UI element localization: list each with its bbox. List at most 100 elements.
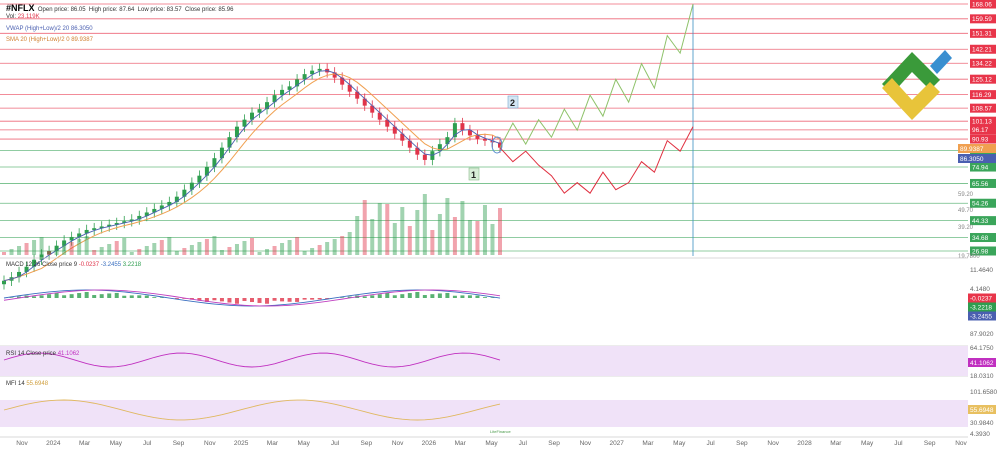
sma-label: SMA 20 (High+Low)/2 0: [6, 37, 70, 43]
volume-bar: [302, 251, 307, 255]
volume-bar: [159, 240, 164, 255]
macd-value-badge: [968, 302, 996, 312]
macd-histogram-bar: [430, 294, 435, 298]
vol-value: 23.119K: [17, 14, 40, 20]
logo-yellow-chevron: [882, 78, 940, 120]
x-tick-label: 2024: [46, 440, 61, 447]
macd-histogram-bar: [452, 295, 457, 298]
wave-label-1-box: [468, 167, 480, 181]
volume-bar: [219, 250, 224, 255]
mfi-axis-label: 4.3930: [970, 431, 990, 438]
volume-bar: [392, 223, 397, 255]
price-axis-label: 59.20: [958, 192, 974, 198]
volume-bar: [242, 241, 247, 255]
price-level-label: 108.57: [972, 105, 992, 112]
wave-label-1: 1: [471, 170, 476, 180]
rsi-value-label: 41.1062: [970, 360, 994, 367]
volume-bar: [167, 237, 172, 255]
macd-axis-label: -0.0237: [970, 295, 992, 302]
forecast-lower-path: [499, 126, 694, 194]
volume-bar: [325, 242, 330, 255]
candle-body: [392, 126, 397, 134]
candle-body: [62, 240, 67, 246]
price-level-badge: [970, 28, 996, 38]
forecast-upper-path: [499, 3, 694, 148]
candle-body: [295, 79, 300, 87]
wave-label-2-box: [507, 95, 519, 109]
close-label: Close price:: [185, 7, 217, 13]
volume-bar: [332, 239, 337, 255]
volume-bar: [370, 219, 375, 255]
macd-histogram-bar: [317, 298, 322, 300]
macd-histogram-bar: [47, 294, 52, 298]
macd-histogram-bar: [144, 295, 149, 298]
volume-bar: [9, 249, 14, 255]
macd-histogram-bar: [107, 293, 112, 298]
macd-histogram-bar: [17, 296, 22, 298]
candle-body: [129, 219, 134, 222]
candle-body: [189, 182, 194, 190]
open-value: 86.05: [70, 7, 86, 13]
price-axis-label: 19.7800: [958, 254, 980, 260]
mfi-band: [0, 400, 968, 427]
price-level-badge: [970, 90, 996, 100]
macd-histogram-bar: [377, 294, 382, 298]
candle-body: [77, 233, 82, 237]
x-tick-label: Nov: [204, 440, 216, 447]
candle-body: [452, 123, 457, 138]
volume-bar: [17, 246, 22, 255]
price-level-label: 90.93: [972, 136, 989, 143]
candle-body: [152, 208, 157, 213]
macd-histogram-bar: [347, 296, 352, 298]
macd-histogram-bar: [475, 295, 480, 298]
logo-watermark: LiteFinance: [490, 429, 511, 434]
candle-body: [317, 68, 322, 71]
x-tick-label: 2027: [609, 440, 624, 447]
volume-bar: [54, 248, 59, 255]
price-level-label: 116.29: [972, 92, 992, 99]
x-tick-label: May: [110, 440, 123, 447]
volume-bar: [69, 242, 74, 255]
candle-body: [92, 228, 97, 230]
price-level-badge: [970, 74, 996, 84]
macd-histogram-bar: [219, 298, 224, 302]
rsi-axis-label: 87.9020: [970, 331, 994, 338]
volume-bar: [137, 249, 142, 255]
mfi-value-badge: [968, 405, 996, 414]
candle-body: [287, 86, 292, 90]
volume-bar: [39, 237, 44, 255]
macd-histogram-bar: [77, 293, 82, 298]
high-value: 87.64: [119, 7, 135, 13]
price-level-badge: [970, 134, 996, 144]
candle-body: [174, 196, 179, 202]
price-level-label: 142.21: [972, 47, 992, 54]
candle-body: [122, 221, 127, 223]
price-level-label: 74.94: [972, 164, 989, 171]
candle-body: [370, 105, 375, 113]
x-tick-label: Nov: [580, 440, 592, 447]
macd-histogram-bar: [400, 294, 405, 298]
mfi-axis-label: 30.9840: [970, 420, 994, 427]
candle-body: [265, 102, 270, 110]
mfi-value-label: 55.6948: [970, 407, 994, 414]
x-tick-label: Nov: [16, 440, 28, 447]
macd-histogram-bar: [227, 298, 232, 303]
volume-bar: [2, 252, 6, 255]
macd-histogram-bar: [280, 298, 285, 302]
volume-bar: [114, 241, 119, 255]
volume-bar: [227, 247, 232, 255]
price-level-label: 54.26: [972, 201, 989, 208]
volume-bar: [490, 224, 495, 255]
candle-body: [17, 271, 22, 278]
volume-bar: [84, 236, 89, 255]
macd-histogram-bar: [370, 295, 375, 298]
x-tick-label: May: [485, 440, 498, 447]
rsi-line: [3, 352, 501, 368]
high-label: High price:: [88, 7, 118, 13]
candle-body: [54, 245, 59, 251]
price-level-label: 159.59: [972, 16, 992, 23]
candle-body: [114, 222, 119, 225]
x-tick-label: Sep: [736, 440, 748, 447]
x-tick-label: Jul: [143, 440, 152, 447]
volume-bar: [407, 226, 412, 255]
